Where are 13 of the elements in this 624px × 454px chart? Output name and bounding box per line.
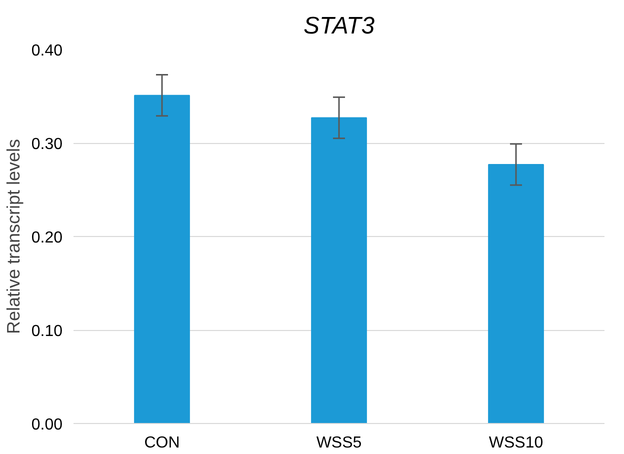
x-tick-label: CON — [144, 434, 180, 452]
x-tick-label: WSS5 — [316, 434, 362, 452]
y-tick-label: 0.00 — [31, 416, 63, 434]
x-tick-label: WSS10 — [488, 434, 544, 452]
y-axis-title: Relative transcript levels — [3, 138, 24, 334]
y-tick-label: 0.20 — [31, 230, 63, 246]
y-tick-label: 0.10 — [31, 323, 63, 340]
chart-title: STAT3 — [303, 12, 376, 40]
bar — [311, 117, 367, 424]
y-tick-label: 0.40 — [31, 42, 63, 60]
y-tick-label: 0.30 — [31, 136, 63, 153]
bar — [134, 94, 190, 424]
bar — [488, 164, 544, 424]
